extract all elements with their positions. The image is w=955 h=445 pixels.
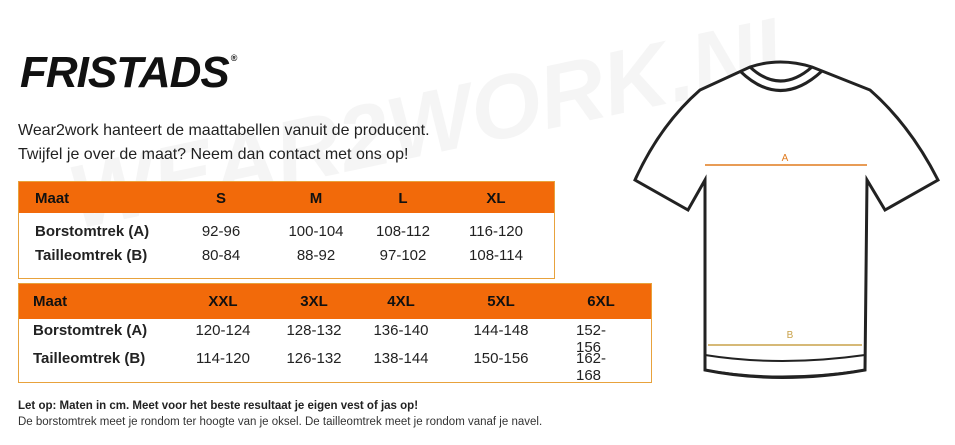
size-cell: 92-96: [201, 223, 241, 240]
header-cell: 3XL: [300, 293, 328, 310]
size-table: Maat S M L XL Borstomtrek (A) 92-96 100-104 108-…: [18, 181, 555, 279]
header-cell: 5XL: [487, 293, 515, 310]
size-cell: 150-156: [473, 350, 529, 367]
size-cell: 108-114: [469, 247, 523, 264]
header-cell: M: [309, 190, 323, 207]
size-cell: 97-102: [379, 247, 427, 264]
size-cell: 100-104: [288, 223, 344, 240]
logo-text: FRISTADS: [20, 48, 230, 97]
header-cell: L: [398, 190, 408, 207]
row-label: Tailleomtrek (B): [35, 247, 148, 264]
size-cell: 144-148: [473, 322, 529, 339]
size-cell: 88-92: [296, 247, 336, 264]
size-cell: 162-168: [576, 350, 607, 384]
header-cell: 6XL: [587, 293, 615, 310]
shirt-hem: [704, 354, 866, 378]
size-table: Maat XXL 3XL 4XL 5XL 6XL Borstomtrek (A) 120-12…: [18, 283, 652, 384]
note-text: De borstomtrek meet je rondom ter hoogte…: [18, 416, 543, 428]
note-bold: Let op: Maten in cm. Meet voor het beste…: [18, 400, 419, 412]
header-cell: S: [215, 190, 227, 207]
size-cell: 120-124: [195, 322, 251, 339]
header-cell: 4XL: [387, 293, 415, 310]
intro-line: Wear2work hanteert de maattabellen vanui…: [18, 122, 430, 139]
row-label: Tailleomtrek (B): [33, 350, 146, 367]
shirt-illustration: A B: [633, 60, 940, 379]
row-label: Borstomtrek (A): [33, 322, 148, 339]
size-cell: 108-112: [376, 223, 430, 240]
size-cell: 80-84: [201, 247, 241, 264]
size-cell: 116-120: [469, 223, 523, 240]
logo-mark: ®: [230, 53, 238, 63]
size-cell: 136-140: [373, 322, 429, 339]
size-cell: 126-132: [286, 350, 342, 367]
table-header: [19, 284, 651, 319]
header-cell: XXL: [208, 293, 238, 310]
intro-line: Twijfel je over de maat? Neem dan contac…: [18, 146, 409, 163]
row-label: Borstomtrek (A): [35, 223, 150, 240]
header-cell: Maat: [33, 293, 68, 310]
label-a: A: [782, 153, 789, 164]
shirt-collar: [738, 65, 824, 92]
size-cell: 114-120: [196, 350, 250, 367]
size-cell: 138-144: [373, 350, 429, 367]
table-header: [19, 182, 554, 213]
logo: FRISTADS ®: [20, 48, 238, 98]
header-cell: XL: [486, 190, 506, 207]
size-cell: 152-156: [576, 322, 607, 356]
header-cell: Maat: [35, 190, 70, 207]
label-b: B: [787, 330, 794, 341]
size-cell: 128-132: [286, 322, 342, 339]
